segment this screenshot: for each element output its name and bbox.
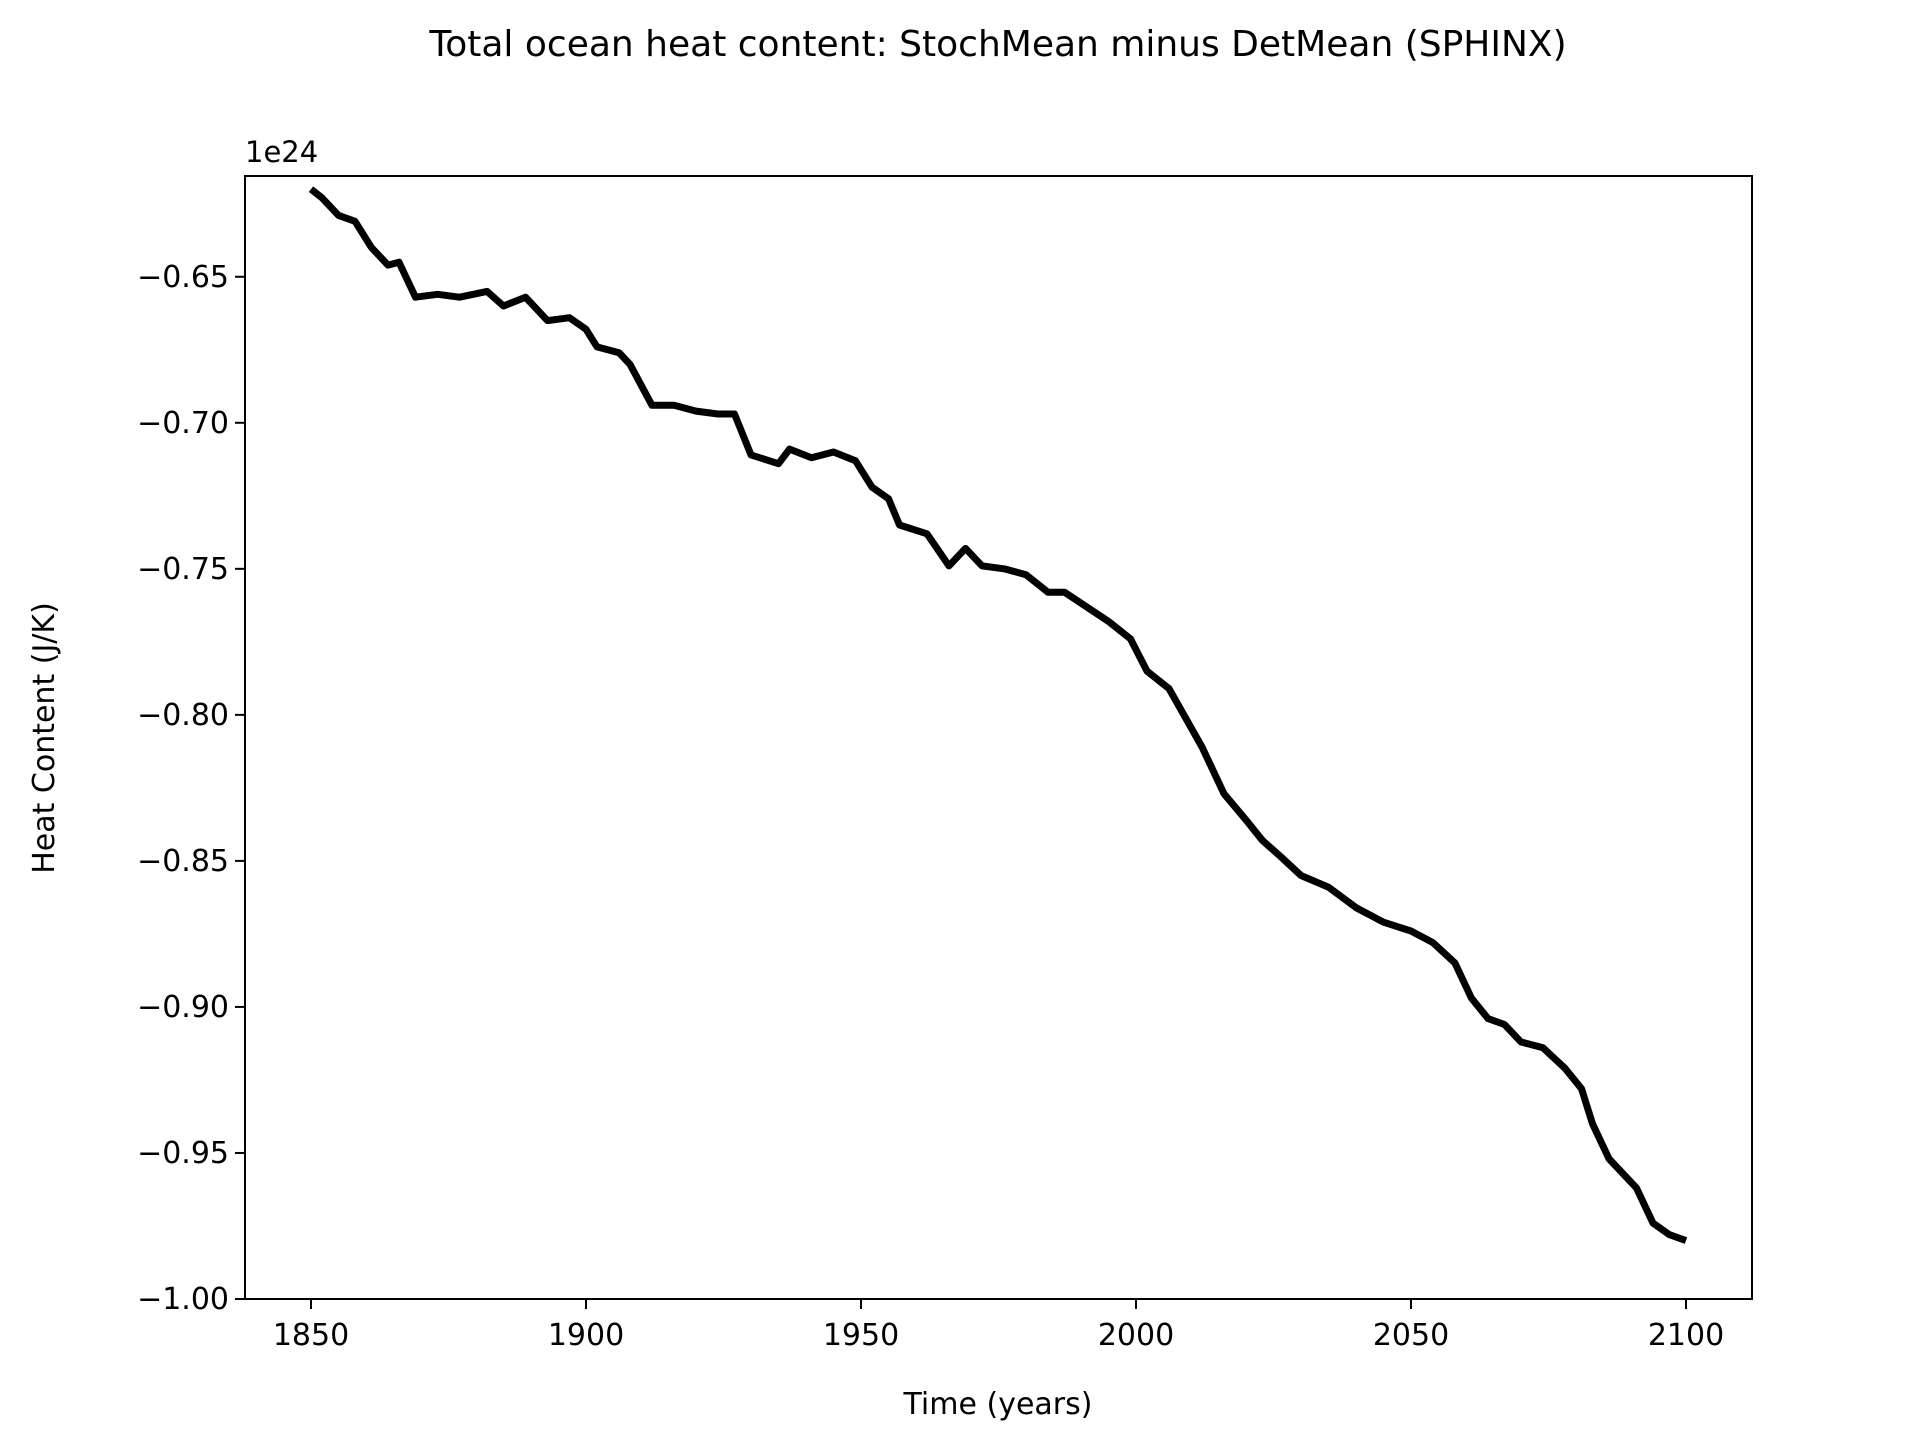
y-axis-ticks: −1.00 −0.95 −0.90 −0.85 −0.80 −0.75 −0.70 −0.65 — [137, 260, 245, 1317]
x-tick-label: 2050 — [1373, 1318, 1449, 1353]
x-tick-label: 2100 — [1648, 1318, 1724, 1353]
y-tick-label: −0.65 — [137, 260, 229, 295]
y-tick-label: −0.75 — [137, 552, 229, 587]
x-axis-label: Time (years) — [903, 1387, 1093, 1422]
y-tick-label: −0.90 — [137, 990, 229, 1025]
y-axis-offset-label: 1e24 — [245, 135, 318, 169]
y-tick-label: −0.80 — [137, 698, 229, 733]
y-tick-label: −1.00 — [137, 1282, 229, 1317]
series-line — [308, 186, 1688, 1244]
y-tick-label: −0.70 — [137, 406, 229, 441]
x-tick-label: 1850 — [273, 1318, 349, 1353]
y-tick-label: −0.85 — [137, 844, 229, 879]
x-axis-ticks: 1850 1900 1950 2000 2050 2100 — [273, 1299, 1724, 1353]
y-tick-label: −0.95 — [137, 1136, 229, 1171]
x-tick-label: 2000 — [1098, 1318, 1174, 1353]
series-layer — [308, 186, 1688, 1244]
plot-area-frame — [244, 175, 1753, 1300]
x-tick-label: 1900 — [548, 1318, 624, 1353]
x-tick-label: 1950 — [823, 1318, 899, 1353]
y-axis-label: Heat Content (J/K) — [27, 602, 62, 874]
chart-title: Total ocean heat content: StochMean minu… — [428, 24, 1566, 65]
